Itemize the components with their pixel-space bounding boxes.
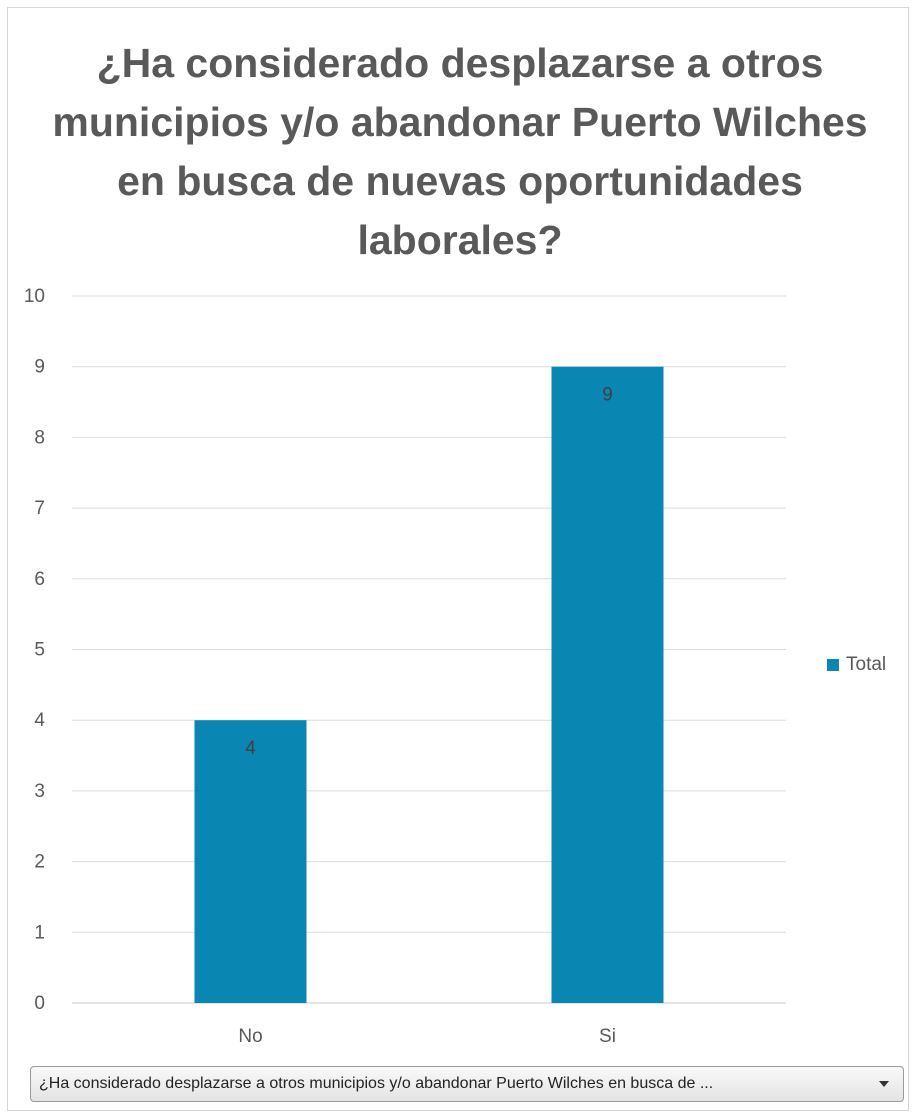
y-tick-label: 9 [34,357,45,378]
legend-swatch-total [827,659,839,671]
x-tick-label: No [238,1026,262,1047]
chart-container [7,7,909,1111]
field-filter-label: ¿Ha considerado desplazarse a otros muni… [39,1075,714,1092]
y-tick-label: 8 [34,427,45,448]
field-filter-dropdown[interactable]: ¿Ha considerado desplazarse a otros muni… [30,1066,904,1102]
data-label: 9 [602,385,613,406]
y-tick-label: 0 [34,993,45,1014]
bar [551,366,664,1003]
chevron-down-icon[interactable] [879,1081,889,1087]
y-tick-label: 3 [34,781,45,802]
chart-title: ¿Ha considerado desplazarse a otros muni… [52,40,868,263]
y-tick-label: 5 [34,640,45,661]
legend: Total [827,654,886,676]
bar [194,720,307,1003]
data-label: 4 [245,738,256,759]
y-tick-label: 4 [34,710,45,731]
y-tick-label: 7 [34,498,45,519]
y-tick-label: 1 [34,922,45,943]
legend-label-total: Total [846,654,887,675]
x-tick-label: Si [599,1026,616,1047]
y-tick-label: 2 [34,852,45,873]
y-tick-label: 6 [34,569,45,590]
y-tick-label: 10 [24,286,45,307]
